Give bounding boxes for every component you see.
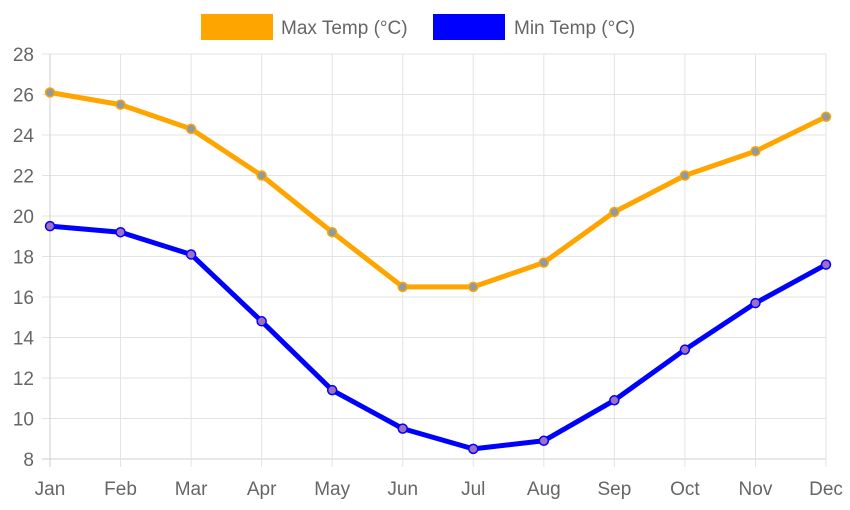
data-point[interactable] xyxy=(538,435,550,447)
legend[interactable]: Max Temp (°C) Min Temp (°C) xyxy=(201,14,635,40)
series xyxy=(44,87,832,455)
data-point[interactable] xyxy=(750,297,761,309)
x-tick-label: Aug xyxy=(527,479,561,500)
data-point[interactable] xyxy=(44,87,56,98)
data-point[interactable] xyxy=(679,344,691,355)
data-point[interactable] xyxy=(185,249,197,260)
data-point[interactable] xyxy=(750,145,761,157)
y-tick-label: 28 xyxy=(13,45,34,66)
y-tick-label: 20 xyxy=(13,207,34,228)
data-point[interactable] xyxy=(256,316,267,327)
legend-swatch[interactable] xyxy=(433,14,505,40)
data-point[interactable] xyxy=(820,259,832,270)
legend-item[interactable]: Max Temp (°C) xyxy=(201,14,408,40)
series-max-temp xyxy=(44,87,832,293)
data-point[interactable] xyxy=(397,423,408,434)
data-point[interactable] xyxy=(820,111,832,123)
y-tick-label: 24 xyxy=(13,126,35,147)
series-line xyxy=(47,223,829,452)
x-tick-label: Dec xyxy=(809,479,843,500)
x-tick-label: Jan xyxy=(35,479,66,500)
x-tick-label: Nov xyxy=(739,479,773,500)
data-point[interactable] xyxy=(397,281,408,293)
legend-item[interactable]: Min Temp (°C) xyxy=(433,14,635,40)
data-point[interactable] xyxy=(115,99,126,110)
x-tick-label: Apr xyxy=(247,479,277,500)
x-tick-label: Feb xyxy=(104,479,137,500)
data-point[interactable] xyxy=(468,281,479,293)
y-tick-label: 16 xyxy=(13,288,34,309)
x-tick-label: Jun xyxy=(387,479,418,500)
y-tick-label: 26 xyxy=(13,86,34,107)
grid xyxy=(42,53,827,467)
legend-label[interactable]: Min Temp (°C) xyxy=(514,18,635,39)
legend-label[interactable]: Max Temp (°C) xyxy=(281,18,408,39)
series-line xyxy=(47,89,829,290)
x-tick-label: Sep xyxy=(597,479,631,500)
series-min-temp xyxy=(44,220,832,455)
y-tick-label: 18 xyxy=(13,248,34,269)
data-point[interactable] xyxy=(256,170,267,181)
data-point[interactable] xyxy=(185,123,197,135)
data-point[interactable] xyxy=(44,220,56,232)
data-point[interactable] xyxy=(609,395,620,406)
x-tick-label: Jul xyxy=(461,479,485,500)
data-point[interactable] xyxy=(326,384,338,396)
x-tick-label: May xyxy=(314,479,350,500)
axes: 8 10 12 14 16 18 20 22 24 26 28 Jan Feb Mar Apr May Jun J… xyxy=(13,45,843,500)
data-point[interactable] xyxy=(679,170,691,181)
data-point[interactable] xyxy=(538,257,550,268)
y-tick-label: 8 xyxy=(23,450,34,471)
y-tick-label: 14 xyxy=(13,329,35,350)
legend-swatch[interactable] xyxy=(201,14,273,40)
data-point[interactable] xyxy=(326,226,338,238)
x-tick-label: Mar xyxy=(175,479,208,500)
y-tick-label: 10 xyxy=(13,410,34,431)
y-tick-label: 22 xyxy=(13,167,34,188)
y-tick-label: 12 xyxy=(13,369,34,390)
x-tick-label: Oct xyxy=(670,479,700,500)
data-point[interactable] xyxy=(609,206,620,218)
data-point[interactable] xyxy=(115,226,126,238)
data-point[interactable] xyxy=(468,443,479,455)
